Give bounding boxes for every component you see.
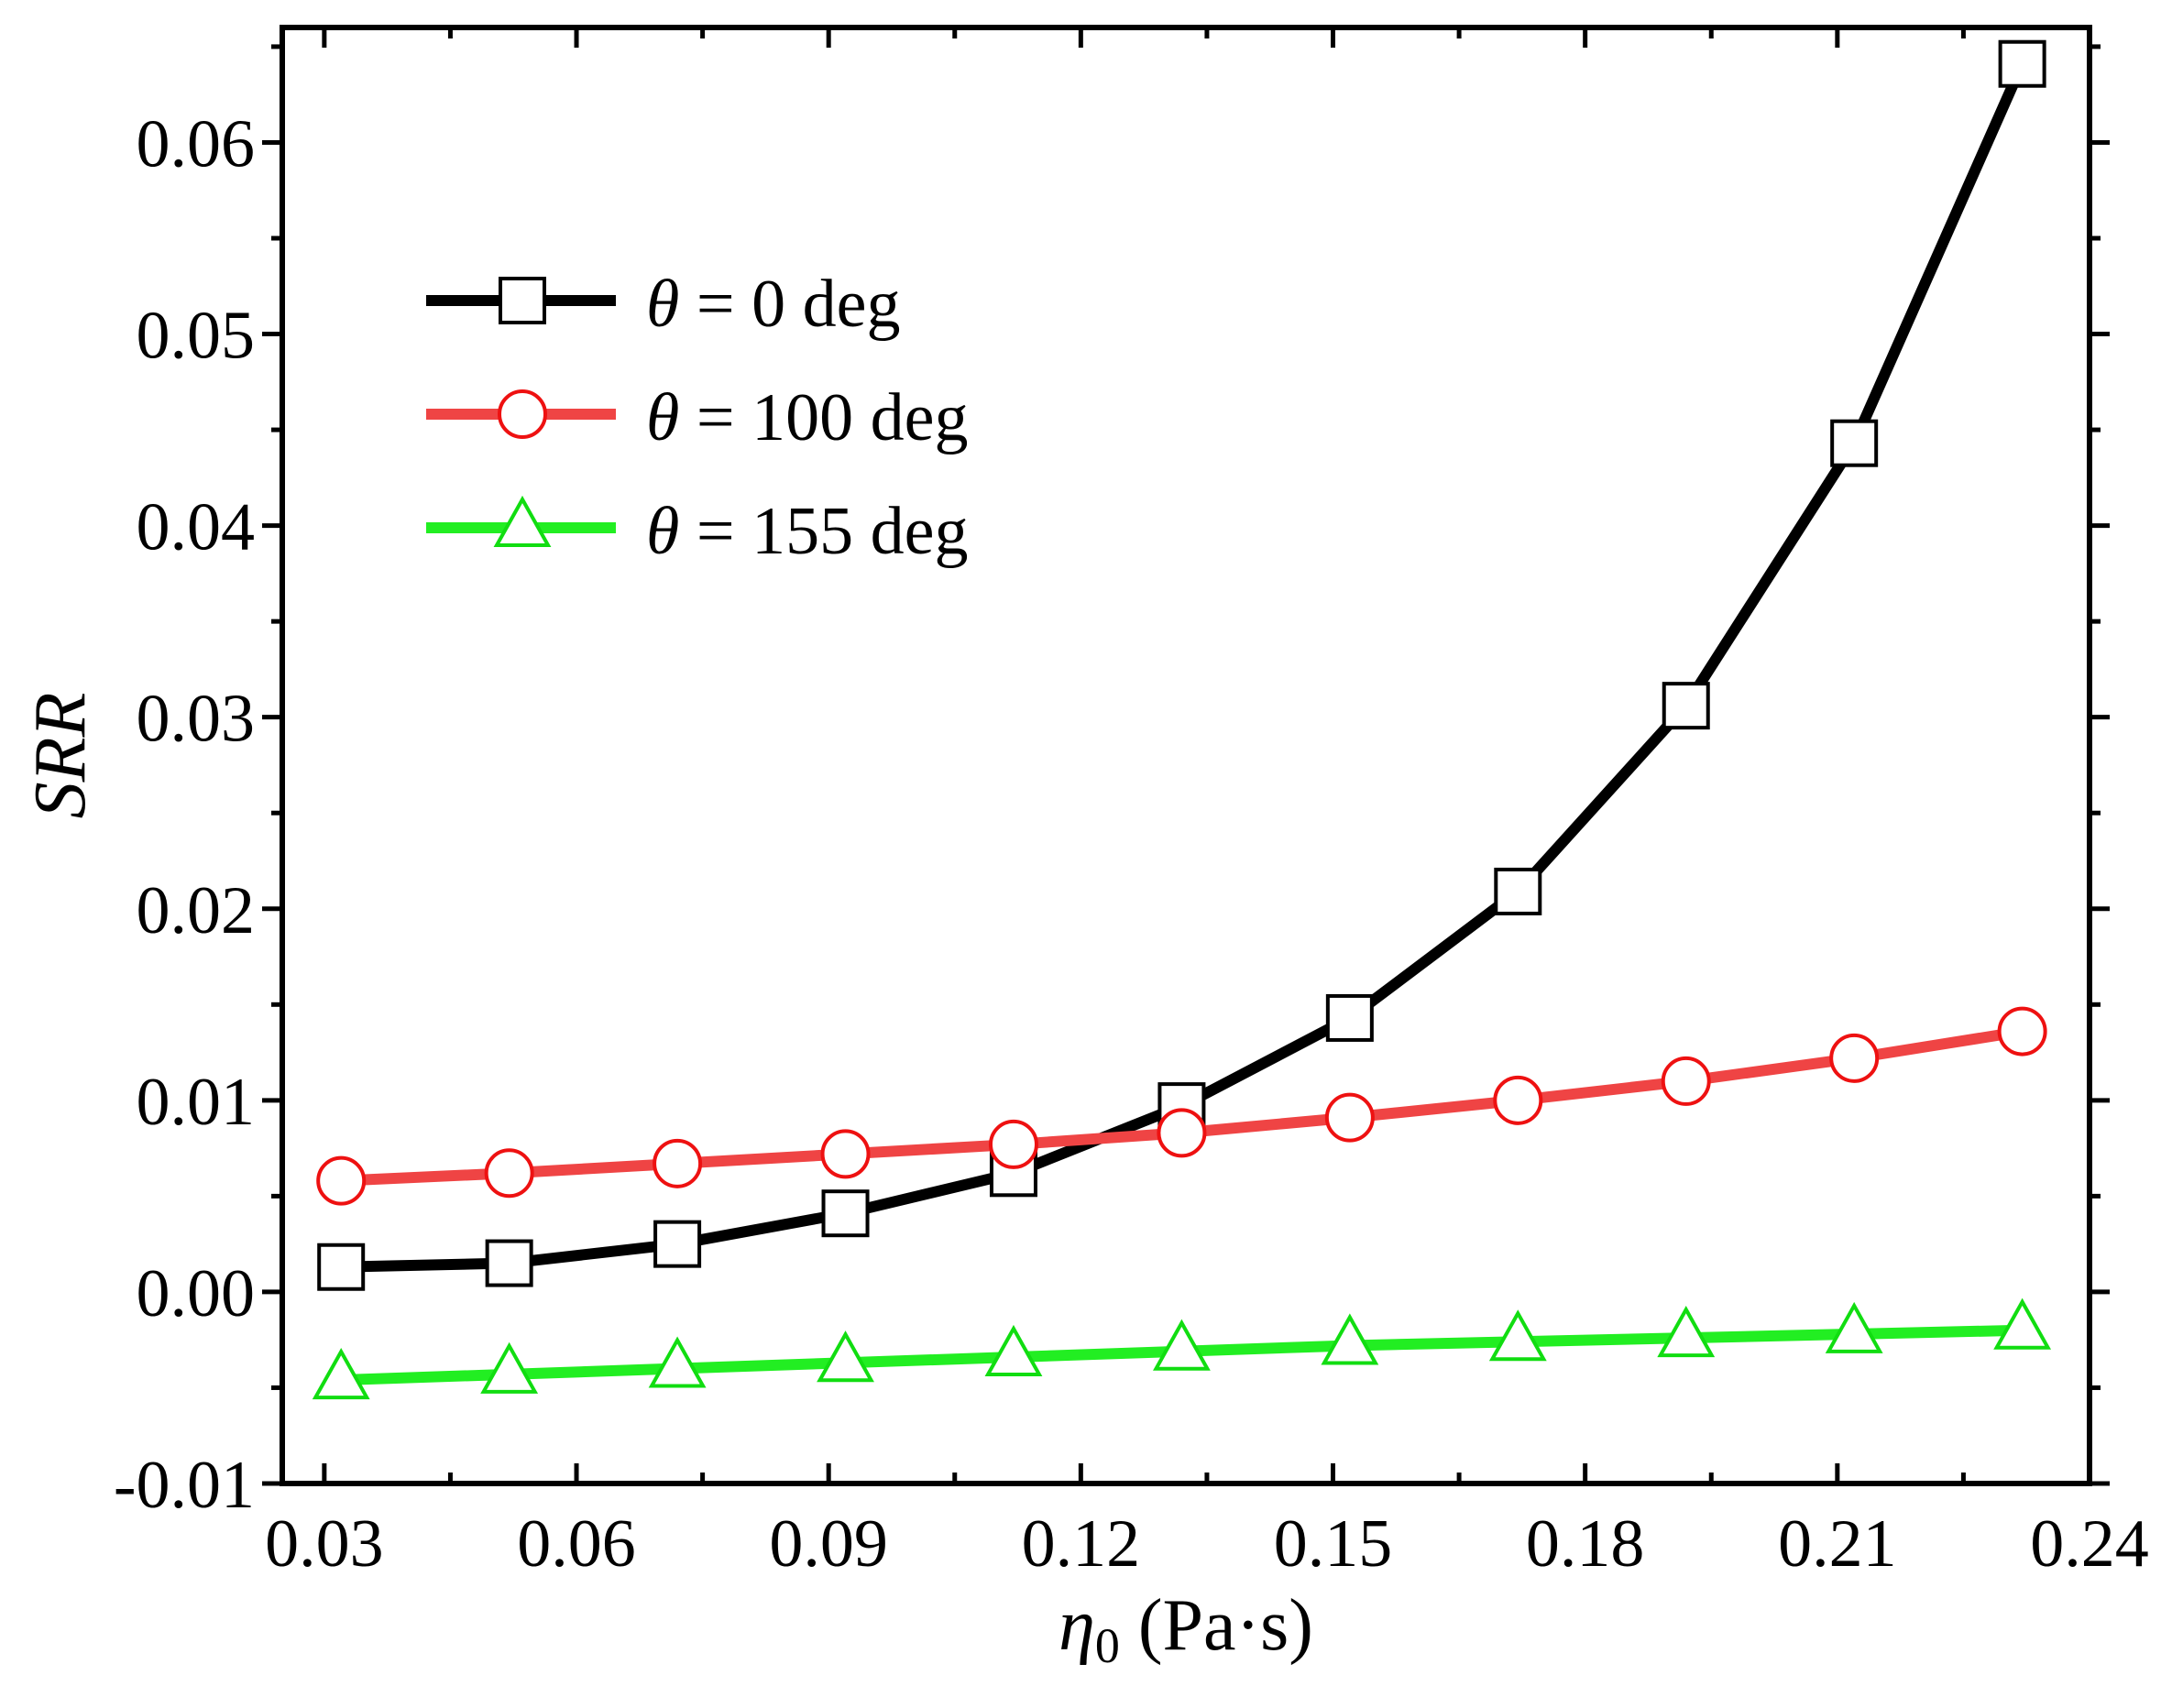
data-point-triangle	[984, 1324, 1043, 1377]
legend-label-text: = 155 deg	[679, 494, 968, 569]
legend-marker-square	[499, 277, 546, 324]
x-tick-label: 0.03	[265, 1506, 384, 1582]
data-point-circle	[820, 1129, 871, 1179]
data-point-square	[653, 1220, 702, 1268]
legend-label: θ = 0 deg	[646, 267, 900, 342]
y-axis-title: SRR	[20, 693, 101, 819]
data-point-square	[1662, 682, 1710, 730]
data-point-square	[1325, 993, 1374, 1042]
legend-marker-circle	[498, 389, 547, 439]
data-point-circle	[1324, 1092, 1375, 1143]
data-point-circle	[988, 1119, 1038, 1169]
y-tick-label: -0.01	[114, 1448, 255, 1523]
data-point-triangle	[1825, 1301, 1883, 1353]
x-tick-label: 0.12	[1022, 1506, 1141, 1582]
x-tick-label: 0.06	[517, 1506, 636, 1582]
data-point-circle	[316, 1155, 367, 1206]
data-point-square	[821, 1189, 870, 1238]
data-point-triangle	[1657, 1306, 1716, 1358]
data-point-circle	[1661, 1056, 1711, 1106]
series-layer	[312, 39, 2052, 1400]
data-point-triangle	[1993, 1297, 2052, 1350]
legend-item: θ = 0 deg	[426, 267, 900, 342]
data-point-square	[485, 1239, 533, 1287]
data-point-circle	[1493, 1075, 1543, 1125]
legend-label-symbol: θ	[646, 380, 679, 455]
series-group	[316, 1006, 2047, 1206]
data-point-circle	[1829, 1033, 1880, 1083]
data-point-square	[317, 1243, 366, 1291]
data-point-circle	[1157, 1108, 1207, 1158]
x-tick-label: 0.18	[1526, 1506, 1645, 1582]
x-tick-label: 0.24	[2030, 1506, 2149, 1582]
legend-label-text: = 100 deg	[679, 380, 968, 455]
data-point-triangle	[1321, 1313, 1379, 1365]
legend-label: θ = 155 deg	[646, 494, 968, 569]
y-tick-label: 0.04	[137, 490, 256, 565]
x-axis-title: η0 (Pa·s)	[1059, 1585, 1313, 1673]
y-tick-label: 0.00	[137, 1256, 256, 1331]
y-tick-label: 0.06	[137, 106, 256, 181]
legend-marker-triangle	[493, 495, 552, 547]
data-point-triangle	[1488, 1309, 1547, 1362]
plot-frame	[280, 25, 2092, 1486]
legend-item: θ = 100 deg	[426, 380, 968, 455]
data-point-square	[1494, 867, 1542, 915]
x-tick-label: 0.21	[1778, 1506, 1897, 1582]
x-tick-label: 0.09	[769, 1506, 888, 1582]
legend-label: θ = 100 deg	[646, 380, 968, 455]
y-tick-label: 0.02	[137, 873, 256, 948]
legend-label-symbol: θ	[646, 494, 679, 569]
data-point-triangle	[648, 1336, 707, 1388]
y-tick-label: 0.05	[137, 299, 256, 374]
y-tick-label: 0.01	[137, 1065, 256, 1140]
x-axis-title-subscript: 0	[1095, 1618, 1120, 1673]
data-point-square	[1830, 419, 1879, 467]
data-point-triangle	[312, 1348, 370, 1400]
legend-label-symbol: θ	[646, 267, 679, 342]
data-point-square	[1998, 39, 2046, 88]
data-point-circle	[653, 1138, 703, 1188]
data-point-circle	[484, 1148, 534, 1199]
legend-label-text: = 0 deg	[679, 267, 900, 342]
tick-label-layer: 0.03 0.06 0.09 0.12 0.15 0.18 0.21 0.24-0.010.0…	[114, 106, 2149, 1582]
data-point-triangle	[480, 1341, 539, 1394]
x-tick-label: 0.15	[1274, 1506, 1393, 1582]
series-group	[317, 39, 2046, 1291]
data-point-circle	[1997, 1006, 2047, 1057]
x-axis-title-unit: (Pa·s)	[1120, 1585, 1313, 1666]
y-tick-label: 0.03	[137, 682, 256, 757]
series-group	[312, 1297, 2052, 1400]
x-axis-title-symbol: η	[1059, 1585, 1095, 1666]
data-point-triangle	[1153, 1319, 1211, 1371]
data-point-triangle	[817, 1330, 874, 1383]
legend-item: θ = 155 deg	[426, 494, 968, 569]
